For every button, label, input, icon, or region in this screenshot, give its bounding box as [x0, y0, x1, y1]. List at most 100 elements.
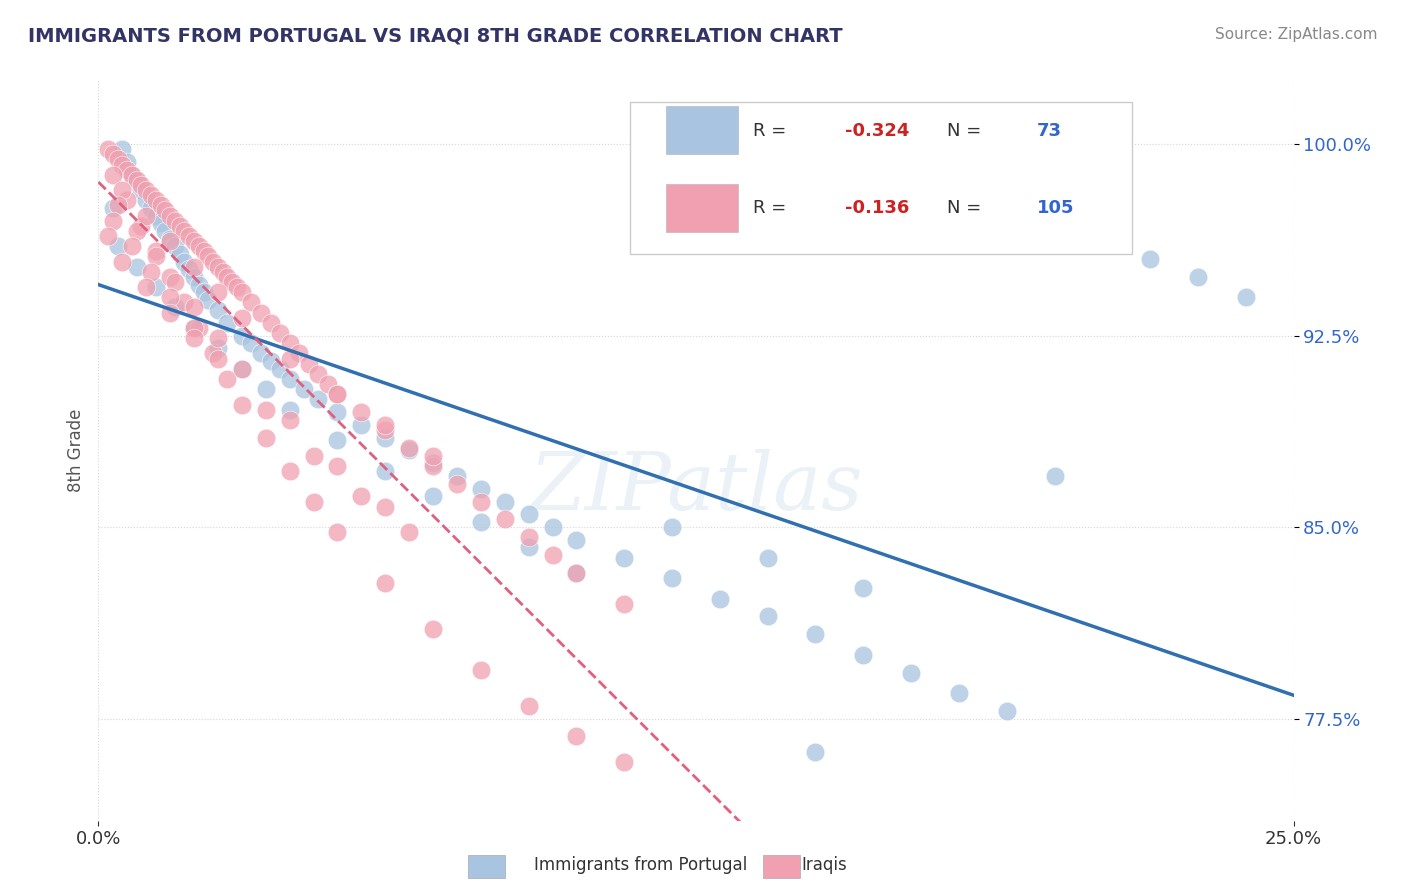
Point	[613, 755, 636, 769]
Point	[316, 377, 339, 392]
Point	[211, 265, 233, 279]
Point	[565, 566, 588, 580]
Point	[240, 295, 263, 310]
Point	[135, 209, 157, 223]
Point	[207, 303, 229, 318]
Point	[254, 431, 277, 445]
Point	[145, 249, 167, 263]
Point	[159, 305, 181, 319]
Point	[131, 183, 153, 197]
Point	[183, 234, 205, 248]
Point	[163, 301, 186, 315]
Point	[231, 328, 253, 343]
Point	[1139, 252, 1161, 266]
Point	[207, 351, 229, 366]
Point	[193, 285, 215, 300]
Point	[221, 275, 243, 289]
Point	[97, 229, 120, 244]
Point	[541, 548, 564, 562]
Point	[422, 458, 444, 473]
Point	[278, 402, 301, 417]
Text: Immigrants from Portugal: Immigrants from Portugal	[534, 855, 748, 873]
Point	[756, 609, 779, 624]
Point	[202, 346, 225, 360]
Point	[326, 434, 349, 448]
Point	[398, 441, 420, 455]
Point	[374, 500, 396, 514]
Point	[125, 173, 148, 187]
Point	[1234, 290, 1257, 304]
Point	[121, 168, 143, 182]
Point	[207, 342, 229, 356]
Point	[163, 213, 186, 227]
Point	[145, 244, 167, 259]
Point	[145, 209, 167, 223]
Point	[197, 249, 219, 263]
Point	[107, 239, 129, 253]
Point	[278, 464, 301, 478]
Point	[187, 277, 209, 292]
Point	[292, 382, 315, 396]
Text: ZIPatlas: ZIPatlas	[529, 449, 863, 526]
FancyBboxPatch shape	[666, 106, 738, 154]
Point	[269, 361, 291, 376]
Point	[135, 183, 157, 197]
Point	[107, 198, 129, 212]
Text: R =: R =	[754, 200, 793, 218]
Point	[661, 520, 683, 534]
Point	[374, 423, 396, 437]
Point	[202, 254, 225, 268]
Point	[145, 280, 167, 294]
Point	[121, 168, 143, 182]
Point	[307, 367, 329, 381]
Point	[326, 525, 349, 540]
Point	[169, 219, 191, 233]
Point	[259, 354, 281, 368]
Point	[111, 254, 134, 268]
Point	[350, 490, 373, 504]
Point	[145, 194, 167, 208]
Point	[565, 730, 588, 744]
Point	[187, 239, 209, 253]
Point	[101, 213, 124, 227]
Point	[374, 431, 396, 445]
Point	[131, 178, 153, 192]
Y-axis label: 8th Grade: 8th Grade	[66, 409, 84, 492]
Point	[217, 269, 239, 284]
Point	[197, 293, 219, 307]
Point	[139, 188, 162, 202]
Point	[101, 201, 124, 215]
FancyBboxPatch shape	[630, 103, 1132, 254]
Point	[288, 346, 311, 360]
Point	[115, 194, 138, 208]
Point	[565, 566, 588, 580]
Text: N =: N =	[948, 121, 987, 140]
Point	[250, 346, 273, 360]
Point	[269, 326, 291, 340]
Point	[278, 413, 301, 427]
Point	[470, 663, 492, 677]
Point	[517, 541, 540, 555]
Point	[326, 387, 349, 401]
Point	[900, 665, 922, 680]
Point	[207, 331, 229, 345]
Point	[139, 201, 162, 215]
Point	[131, 219, 153, 233]
Point	[115, 155, 138, 169]
Point	[226, 280, 249, 294]
Point	[97, 142, 120, 156]
Point	[159, 290, 181, 304]
Point	[231, 397, 253, 411]
Text: Source: ZipAtlas.com: Source: ZipAtlas.com	[1215, 27, 1378, 42]
Point	[183, 301, 205, 315]
Point	[139, 265, 162, 279]
Point	[207, 260, 229, 274]
Point	[259, 316, 281, 330]
Point	[565, 533, 588, 547]
Point	[107, 153, 129, 167]
Point	[350, 405, 373, 419]
Point	[326, 405, 349, 419]
Point	[756, 550, 779, 565]
Point	[163, 239, 186, 253]
Point	[517, 530, 540, 544]
